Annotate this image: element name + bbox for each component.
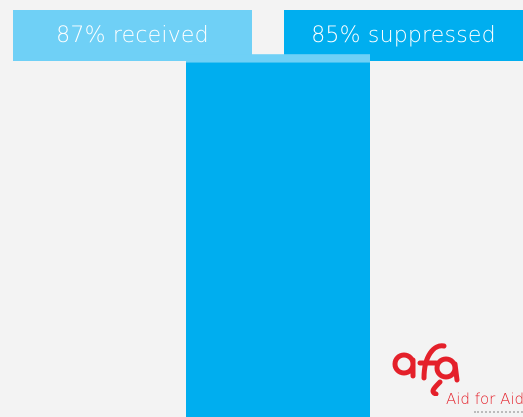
bar-suppressed	[186, 62, 370, 417]
logo-text: Aid for Aid	[446, 390, 523, 408]
logo-subline	[474, 411, 523, 416]
aid-for-aids-logo-icon	[392, 343, 460, 396]
legend-received: 87% received	[13, 10, 252, 61]
legend-suppressed: 85% suppressed	[284, 10, 523, 61]
